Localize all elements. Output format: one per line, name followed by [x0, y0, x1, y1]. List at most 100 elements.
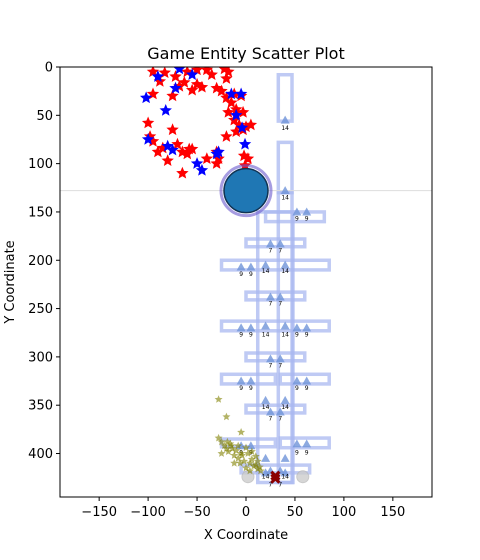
triangle-marker-6 [236, 262, 246, 271]
triangle-label-8: 14 [262, 268, 270, 275]
blue-star-16 [190, 157, 204, 169]
triangle-marker-0 [280, 115, 290, 124]
red-star-19 [166, 89, 179, 102]
triangle-marker-23 [302, 376, 312, 385]
triangle-marker-4 [265, 239, 275, 248]
triangle-marker-32 [261, 453, 271, 462]
olive-star-30 [255, 462, 264, 471]
structure-outline-1 [276, 140, 294, 195]
triangle-marker-20 [236, 376, 246, 385]
olive-star-25 [234, 441, 243, 450]
red-star-46 [176, 166, 189, 179]
structure-outline-6 [219, 258, 331, 272]
red-star-20 [220, 91, 233, 104]
olive-star-24 [226, 439, 235, 448]
red-star-16 [215, 84, 228, 97]
triangle-label-21: 9 [249, 385, 253, 392]
triangle-label-1: 14 [281, 194, 289, 201]
y-tick-label-3: 150 [28, 205, 53, 220]
y-tick-label-7: 350 [28, 399, 53, 414]
triangle-marker-33 [280, 453, 290, 462]
structure-outline-7 [244, 290, 307, 302]
red-star-43 [181, 147, 194, 160]
triangle-label-20: 9 [239, 385, 243, 392]
olive-star-31 [230, 458, 239, 467]
x-tick-label-6: 150 [380, 505, 405, 520]
triangle-marker-3 [302, 207, 312, 216]
triangle-marker-15 [280, 321, 290, 330]
olive-star-9 [217, 449, 226, 457]
plot-area: 1414997799141477991414997799991414779999… [28, 61, 433, 520]
triangle-label-9: 14 [281, 268, 289, 275]
triangle-label-14: 14 [262, 332, 270, 339]
red-star-32 [230, 125, 243, 137]
triangle-label-3: 9 [305, 216, 309, 223]
blue-star-5 [225, 87, 238, 100]
triangle-label-7: 9 [249, 271, 253, 278]
red-star-8 [205, 68, 218, 80]
dark-red-marker-0 [270, 470, 281, 481]
red-star-10 [153, 74, 167, 87]
triangle-marker-24 [261, 395, 271, 404]
y-tick-label-6: 300 [28, 350, 53, 365]
triangle-label-5: 7 [278, 248, 282, 255]
x-tick-label-3: 0 [242, 505, 250, 520]
blue-star-6 [234, 87, 248, 100]
red-star-30 [244, 118, 258, 131]
blue-star-15 [212, 145, 225, 158]
blue-star-1 [151, 70, 165, 82]
triangle-marker-5 [275, 239, 285, 248]
y-tick-label-4: 200 [28, 254, 53, 269]
triangle-marker-21 [246, 376, 256, 385]
blue-star-13 [238, 137, 252, 150]
olive-star-34 [245, 466, 254, 475]
triangle-label-26: 7 [269, 416, 273, 423]
red-star-44 [183, 142, 196, 155]
olive-star-22 [220, 441, 229, 450]
red-star-35 [220, 130, 233, 142]
triangle-label-11: 7 [278, 301, 282, 308]
triangle-label-10: 7 [269, 301, 273, 308]
olive-star-35 [256, 466, 265, 475]
olive-star-18 [236, 458, 245, 467]
olive-star-2 [237, 428, 246, 436]
highlight-entity [223, 167, 269, 214]
triangle-label-24: 14 [262, 404, 270, 411]
chart-title: Game Entity Scatter Plot [147, 44, 344, 63]
triangle-marker-22 [292, 376, 302, 385]
plot-inner: 1414997799141477991414997799991414779999… [60, 67, 432, 488]
triangle-label-23: 9 [305, 385, 309, 392]
structure-outline-12 [244, 403, 307, 415]
red-star-39 [156, 141, 169, 154]
red-star-25 [222, 105, 235, 118]
blue-star-7 [159, 103, 172, 116]
triangle-marker-27 [275, 407, 285, 416]
triangle-label-17: 9 [305, 332, 309, 339]
triangle-marker-17 [302, 323, 312, 332]
red-star-7 [169, 70, 182, 82]
x-tick-label-5: 100 [331, 505, 356, 520]
red-star-23 [225, 96, 238, 109]
triangle-label-19: 7 [278, 363, 282, 370]
triangle-label-12: 9 [239, 332, 243, 339]
y-tick-label-8: 400 [28, 447, 53, 462]
structure-outline-0 [276, 72, 294, 123]
blue-star-4 [169, 81, 182, 94]
red-star-40 [171, 137, 184, 150]
triangle-marker-36 [261, 468, 271, 477]
triangle-label-35: 7 [278, 481, 282, 488]
x-tick-label-4: 50 [287, 505, 304, 520]
triangle-label-32: 14 [262, 474, 270, 481]
triangle-label-18: 7 [269, 363, 273, 370]
triangle-marker-18 [265, 354, 275, 363]
blue-star-17 [195, 163, 209, 176]
structure-outline-15 [239, 463, 312, 475]
triangle-marker-7 [246, 262, 256, 271]
triangle-label-27: 7 [278, 416, 282, 423]
dark-red-marker-1 [270, 473, 281, 484]
triangle-label-0: 14 [281, 125, 289, 132]
triangle-marker-25 [280, 395, 290, 404]
y-tick-label-0: 0 [45, 61, 53, 76]
olive-star-20 [228, 444, 237, 453]
